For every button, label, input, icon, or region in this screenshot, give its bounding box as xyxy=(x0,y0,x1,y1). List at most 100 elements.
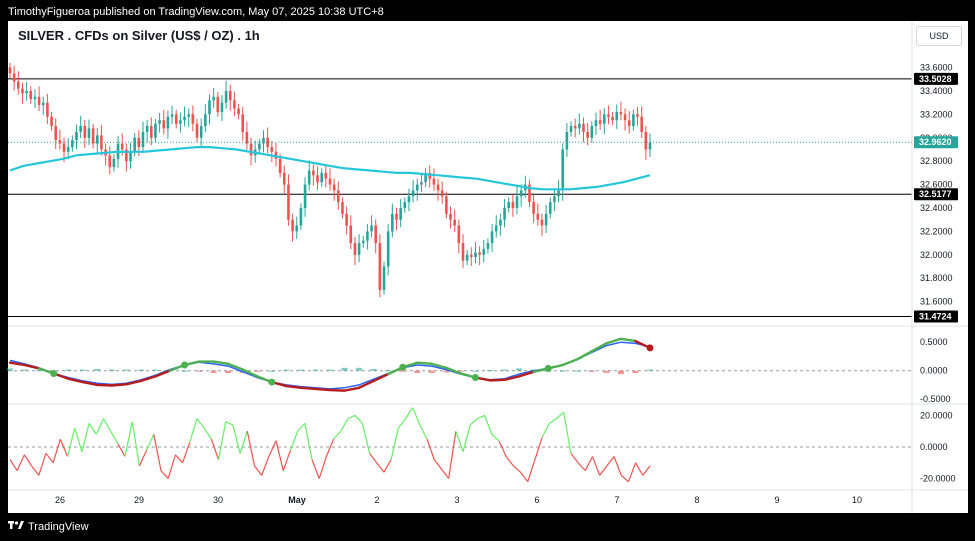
mom-segment-50 xyxy=(361,423,371,454)
candle-body-61 xyxy=(262,137,265,144)
candle-body-80 xyxy=(341,202,344,214)
mom-segment-26 xyxy=(189,418,198,443)
osc-slow-segment-6 xyxy=(81,380,99,387)
candle-body-9 xyxy=(46,102,49,117)
candle-body-8 xyxy=(41,102,45,105)
candle-body-54 xyxy=(233,100,236,109)
osc-histogram-bar-17 xyxy=(254,370,261,372)
osc-slow-segment-29 xyxy=(416,361,434,366)
candle-body-63 xyxy=(270,147,274,152)
mom-segment-62 xyxy=(448,431,457,479)
osc-histogram-bar-0 xyxy=(7,368,13,371)
osc-histogram-bar-26 xyxy=(385,370,392,372)
osc-slow-segment-1 xyxy=(8,361,26,367)
osc-histogram-bar-6 xyxy=(94,368,101,371)
candle-body-0 xyxy=(8,67,12,74)
candle-body-128 xyxy=(540,219,544,226)
mom-segment-69 xyxy=(498,440,507,457)
osc-histogram-bar-9 xyxy=(137,369,144,371)
candle-body-18 xyxy=(83,126,87,138)
osc-histogram-bar-23 xyxy=(341,367,348,371)
candle-body-72 xyxy=(307,170,311,185)
mom-segment-17 xyxy=(124,421,133,457)
candle-body-4 xyxy=(25,90,28,94)
osc-histogram-bar-21 xyxy=(312,369,319,371)
osc-histogram-bar-8 xyxy=(123,369,130,371)
osc-fast-line xyxy=(9,341,651,390)
candle-body-113 xyxy=(478,252,481,255)
candle-body-69 xyxy=(295,225,299,232)
candle-body-24 xyxy=(108,155,112,168)
mom-segment-58 xyxy=(419,424,428,440)
candle-body-51 xyxy=(220,102,224,113)
osc-cross-dot-44 xyxy=(646,344,654,352)
osc-slow-segment-8 xyxy=(110,383,128,387)
osc-cross-dot-32 xyxy=(471,374,479,382)
mom-segment-25 xyxy=(182,442,191,463)
candle-body-13 xyxy=(62,143,66,152)
mom-segment-47 xyxy=(340,418,349,432)
candle-body-104 xyxy=(440,190,444,197)
candle-body-53 xyxy=(228,90,232,101)
candle-body-31 xyxy=(137,137,141,148)
mom-segment-41 xyxy=(297,422,306,432)
mom-segment-8 xyxy=(59,438,69,457)
candle-body-71 xyxy=(303,184,307,208)
osc-histogram-bar-5 xyxy=(79,369,86,371)
mom-segment-44 xyxy=(318,456,327,479)
price-tick-label-2: 33.2000 xyxy=(920,109,953,119)
publish-line: TimothyFigueroa published on TradingView… xyxy=(8,6,384,18)
candle-body-91 xyxy=(386,231,390,267)
candle-body-20 xyxy=(91,128,95,144)
candle-body-96 xyxy=(407,196,411,203)
candle-body-78 xyxy=(332,184,336,191)
candle-body-120 xyxy=(507,202,511,208)
candle-body-153 xyxy=(644,131,648,150)
x-tick-label-2: 30 xyxy=(213,495,223,505)
candle-body-10 xyxy=(50,116,53,127)
price-tick-label-8: 32.0000 xyxy=(920,250,953,260)
osc-slow-segment-24 xyxy=(343,386,361,392)
candle-body-32 xyxy=(141,131,145,148)
candle-body-115 xyxy=(486,243,490,249)
candle-body-62 xyxy=(266,137,269,148)
candle-body-50 xyxy=(216,96,220,113)
candle-body-37 xyxy=(162,120,166,129)
osc-histogram-bar-31 xyxy=(457,370,464,372)
osc-slow-segment-26 xyxy=(372,372,390,383)
price-tick-label-6: 32.4000 xyxy=(920,203,953,213)
candle-body-65 xyxy=(278,158,282,173)
mom-segment-46 xyxy=(333,430,342,440)
mom-segment-19 xyxy=(138,449,148,467)
mom-segment-4 xyxy=(31,465,40,476)
currency-button[interactable]: USD xyxy=(916,26,962,46)
candle-body-35 xyxy=(154,123,157,138)
mom-segment-56 xyxy=(405,407,414,419)
osc-histogram-bar-34 xyxy=(501,369,508,371)
mom-segment-20 xyxy=(146,434,155,451)
candle-body-77 xyxy=(328,178,332,185)
osc-slow-segment-35 xyxy=(503,375,521,381)
candle-body-135 xyxy=(569,126,573,132)
osc-slow-segment-20 xyxy=(285,384,303,389)
candle-body-143 xyxy=(602,114,606,124)
osc-slow-segment-34 xyxy=(488,378,506,382)
mom-segment-49 xyxy=(354,415,363,424)
osc-slow-segment-7 xyxy=(96,383,114,387)
candle-body-40 xyxy=(174,114,178,124)
osc-histogram-bar-14 xyxy=(210,370,217,373)
osc-histogram-bar-10 xyxy=(152,369,159,371)
price-tick-label-1: 33.4000 xyxy=(920,86,953,96)
candle-body-152 xyxy=(640,116,643,132)
x-tick-label-4: 2 xyxy=(374,495,379,505)
candle-body-75 xyxy=(320,172,323,183)
candle-body-49 xyxy=(212,96,215,101)
mom-segment-76 xyxy=(548,418,557,424)
x-tick-label-6: 6 xyxy=(534,495,539,505)
osc-cross-dot-27 xyxy=(399,363,407,371)
osc-slow-segment-40 xyxy=(576,350,594,361)
osc-slow-segment-41 xyxy=(590,342,608,353)
osc-histogram-bar-38 xyxy=(559,370,566,372)
candle-body-147 xyxy=(619,112,623,115)
